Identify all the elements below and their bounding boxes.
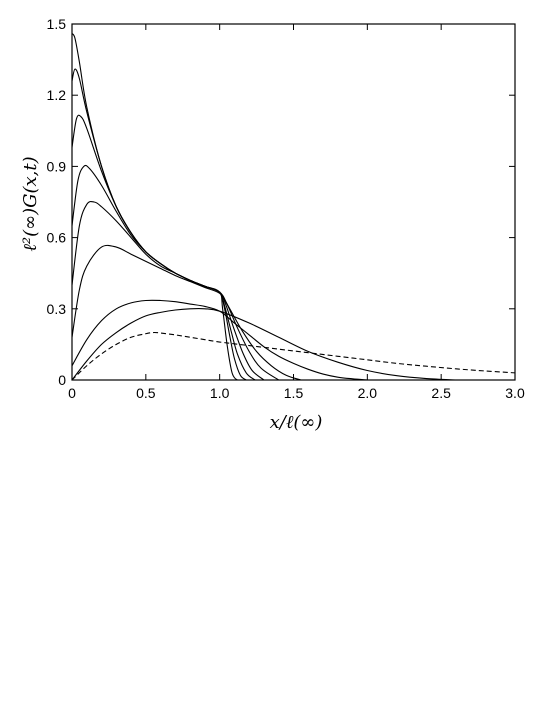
series-line-3 xyxy=(71,114,256,381)
y-tick-label: 1.5 xyxy=(47,16,67,32)
series-line-8 xyxy=(71,308,456,381)
series-line-1 xyxy=(71,33,238,381)
x-tick-label: 0 xyxy=(68,385,76,401)
x-tick-label: 0.5 xyxy=(136,385,156,401)
y-tick-label: 0 xyxy=(58,372,66,388)
y-tick-label: 0.6 xyxy=(47,230,67,246)
x-tick-label: 2.5 xyxy=(431,385,451,401)
series-line-9 xyxy=(71,331,516,381)
series-line-4 xyxy=(71,164,265,381)
x-tick-label: 3.0 xyxy=(505,385,525,401)
x-tick-label: 1.5 xyxy=(284,385,304,401)
series-group xyxy=(71,33,516,381)
x-axis-title: x/ℓ(∞) xyxy=(270,412,323,433)
series-line-6 xyxy=(71,244,302,381)
axis-ticks xyxy=(71,23,516,381)
series-line-5 xyxy=(71,200,280,381)
x-tick-label: 1.0 xyxy=(210,385,230,401)
series-line-7 xyxy=(71,299,368,381)
x-tick-label: 2.0 xyxy=(358,385,378,401)
plot-frame xyxy=(71,23,516,381)
y-tick-label: 0.9 xyxy=(47,158,67,174)
y-tick-label: 0.3 xyxy=(47,301,67,317)
y-tick-label: 1.2 xyxy=(47,87,67,103)
series-line-2 xyxy=(71,68,247,381)
tick-labels: 0 0.5 1.0 1.5 2.0 2.5 3.0 0 0.3 0.6 0.9 1.2 1.5 xyxy=(47,16,525,401)
y-axis-title: ℓ²(∞)G(x,t) xyxy=(20,156,41,251)
